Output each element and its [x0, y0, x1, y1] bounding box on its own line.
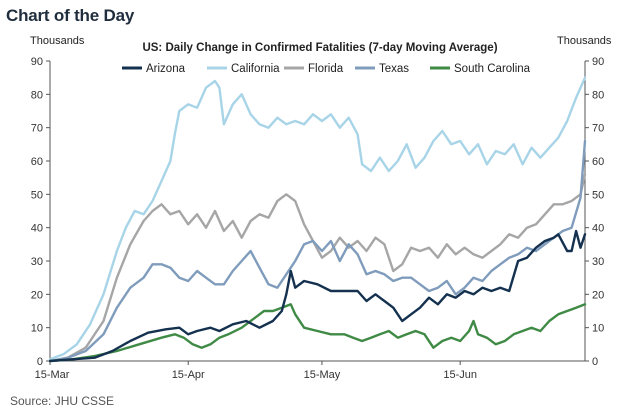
- y-tick-label: 90: [31, 56, 43, 68]
- chart-title: US: Daily Change in Confirmed Fatalities…: [142, 42, 497, 54]
- y-tick-label: 0: [37, 356, 43, 368]
- legend-label: South Carolina: [454, 63, 531, 75]
- legend-label: Arizona: [146, 63, 186, 75]
- y-tick-label: 40: [31, 223, 43, 235]
- series-line-arizona: [48, 229, 587, 363]
- x-tick-label: 15-Jun: [443, 369, 477, 381]
- legend: Arizona California Florida Texas South Carol…: [122, 63, 531, 75]
- source-note: Source: JHU CSSE: [10, 394, 115, 408]
- left-axis-unit: Thousands: [30, 35, 85, 47]
- y-tick-label-right: 80: [592, 89, 604, 101]
- y-tick-label-right: 90: [592, 56, 604, 68]
- series-line-south-carolina: [48, 303, 587, 363]
- x-tick-label: 15-Mar: [35, 369, 70, 381]
- chart-of-the-day-title: Chart of the Day: [6, 6, 135, 25]
- legend-label: Florida: [308, 63, 344, 75]
- y-tick-label-right: 50: [592, 189, 604, 201]
- y-tick-label-right: 0: [592, 356, 598, 368]
- y-tick-label-right: 40: [592, 223, 604, 235]
- y-tick-label: 70: [31, 123, 43, 135]
- y-tick-label: 20: [31, 289, 43, 301]
- y-tick-label: 60: [31, 156, 43, 168]
- y-tick-label-right: 70: [592, 123, 604, 135]
- legend-label: California: [231, 63, 280, 75]
- series-line-texas: [48, 139, 587, 363]
- axes-layer: 0 0 10 10 20 20 30 30 40 40 50 50 60 60 70 70 80 80 90 90 15…: [31, 56, 605, 381]
- series-layer: [48, 76, 587, 363]
- y-tick-label: 30: [31, 256, 43, 268]
- right-axis-unit: Thousands: [557, 35, 612, 47]
- series-line-california: [48, 76, 587, 361]
- series-line-florida: [48, 173, 587, 363]
- legend-label: Texas: [379, 63, 409, 75]
- y-tick-label-right: 60: [592, 156, 604, 168]
- y-tick-label-right: 30: [592, 256, 604, 268]
- y-tick-label: 10: [31, 323, 43, 335]
- y-tick-label: 50: [31, 189, 43, 201]
- x-tick-label: 15-Apr: [172, 369, 205, 381]
- x-tick-label: 15-May: [304, 369, 341, 381]
- y-tick-label: 80: [31, 89, 43, 101]
- y-tick-label-right: 10: [592, 323, 604, 335]
- y-tick-label-right: 20: [592, 289, 604, 301]
